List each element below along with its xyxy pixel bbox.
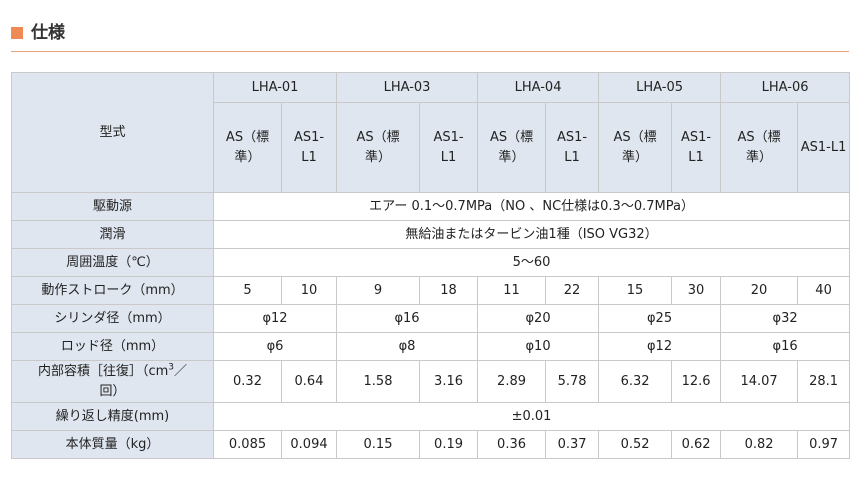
cell-value: 5 <box>213 276 282 305</box>
cell-value: 0.82 <box>720 430 799 459</box>
cell-value: φ32 <box>720 304 851 333</box>
cell-value: 15 <box>598 276 673 305</box>
row-label: ロッド径（mm） <box>11 332 214 361</box>
section-title: 仕様 <box>31 23 65 43</box>
model-header: LHA-04 <box>477 72 600 103</box>
model-header: LHA-06 <box>720 72 851 103</box>
model-header-row: 型式 LHA-01 LHA-03 LHA-04 LHA-05 LHA-06 <box>11 72 851 193</box>
cell-value: φ16 <box>720 332 851 361</box>
variant-header: AS（標 準） <box>213 102 282 193</box>
cell-value: 0.32 <box>213 360 282 403</box>
cell-value: φ12 <box>598 332 722 361</box>
cell-value: 9 <box>336 276 421 305</box>
cell-value: 0.094 <box>280 430 338 459</box>
cell-value: φ20 <box>477 304 600 333</box>
cell-value: 0.15 <box>336 430 421 459</box>
cell-value: 3.16 <box>419 360 479 403</box>
row-label: 本体質量（kg） <box>11 430 214 459</box>
model-header: LHA-03 <box>336 72 479 103</box>
row-label: 周囲温度（℃） <box>11 248 214 277</box>
row-value: 無給油またはタービン油1種（ISO VG32） <box>212 220 851 249</box>
cell-value: 18 <box>419 276 479 305</box>
model-header: LHA-05 <box>598 72 722 103</box>
cell-value: φ10 <box>477 332 600 361</box>
cell-value: 1.58 <box>336 360 421 403</box>
model-header: LHA-01 <box>212 72 338 103</box>
row-label: 内部容積［往復］（cm3／ 回） <box>11 360 214 403</box>
cell-value: 20 <box>720 276 799 305</box>
table-row: 内部容積［往復］（cm3／ 回） 0.32 0.64 1.58 3.16 2.89… <box>11 360 851 403</box>
variant-header: AS（標 準） <box>720 102 799 193</box>
cell-value: 2.89 <box>477 360 547 403</box>
table-row: ロッド径（mm） φ6 φ8 φ10 φ12 φ16 <box>11 332 851 361</box>
row-label: 潤滑 <box>11 220 214 249</box>
cell-value: 11 <box>477 276 547 305</box>
table-row: 駆動源 エアー 0.1～0.7MPa（NO 、NC仕様は0.3～0.7MPa） <box>11 192 851 221</box>
cell-value: 0.36 <box>477 430 547 459</box>
variant-header: AS1-L1 <box>671 102 722 193</box>
variant-header-row: AS（標 準） AS1- L1 AS（標 準） AS1- L1 AS（標 準） AS1- L… <box>12 102 851 193</box>
cell-value: φ12 <box>212 304 338 333</box>
cell-value: 0.37 <box>545 430 600 459</box>
cell-value: 30 <box>671 276 722 305</box>
variant-header: AS1-L1 <box>797 102 851 193</box>
cell-value: 0.19 <box>419 430 479 459</box>
table-row: 繰り返し精度(mm) ±0.01 <box>11 402 851 431</box>
cell-value: 0.97 <box>797 430 851 459</box>
variant-header: AS1-L1 <box>419 102 479 193</box>
variant-header: AS（標 準） <box>598 102 673 193</box>
cell-value: 5.78 <box>545 360 600 403</box>
cell-value: 0.62 <box>671 430 722 459</box>
model-label-cell: 型式 <box>11 72 214 193</box>
variant-header: AS（標 準） <box>336 102 421 193</box>
variant-header: AS1-L1 <box>545 102 600 193</box>
cell-value: 22 <box>545 276 600 305</box>
row-label: シリンダ径（mm） <box>11 304 214 333</box>
cell-value: 0.52 <box>598 430 673 459</box>
row-label: 繰り返し精度(mm) <box>11 402 214 431</box>
cell-value: 40 <box>797 276 851 305</box>
table-row: シリンダ径（mm） φ12 φ16 φ20 φ25 φ32 <box>11 304 851 333</box>
row-value: エアー 0.1～0.7MPa（NO 、NC仕様は0.3～0.7MPa） <box>212 192 851 221</box>
row-label: 駆動源 <box>11 192 214 221</box>
spec-table: 型式 LHA-01 LHA-03 LHA-04 LHA-05 LHA-06 AS… <box>11 72 851 459</box>
row-value: ±0.01 <box>212 402 851 431</box>
cell-value: 12.6 <box>671 360 722 403</box>
table-row: 周囲温度（℃） 5～60 <box>11 248 851 277</box>
table-row: 潤滑 無給油またはタービン油1種（ISO VG32） <box>11 220 851 249</box>
cell-value: 28.1 <box>797 360 851 403</box>
cell-value: 6.32 <box>598 360 673 403</box>
section-header: 仕様 <box>11 21 849 52</box>
section-marker-icon <box>11 27 23 39</box>
row-value: 5～60 <box>212 248 851 277</box>
cell-value: φ6 <box>212 332 338 361</box>
table-row: 動作ストローク（mm） 5 10 9 18 11 22 15 30 20 40 <box>11 276 851 305</box>
cell-value: 14.07 <box>720 360 799 403</box>
variant-header: AS（標 準） <box>477 102 547 193</box>
variant-header: AS1-L1 <box>280 102 338 193</box>
cell-value: φ16 <box>336 304 479 333</box>
cell-value: φ25 <box>598 304 722 333</box>
table-row: 本体質量（kg） 0.085 0.094 0.15 0.19 0.36 0.37… <box>11 430 851 459</box>
row-label: 動作ストローク（mm） <box>11 276 214 305</box>
cell-value: 0.085 <box>213 430 282 459</box>
cell-value: 0.64 <box>280 360 338 403</box>
cell-value: φ8 <box>336 332 479 361</box>
cell-value: 10 <box>280 276 338 305</box>
model-label: 型式 <box>99 124 126 140</box>
